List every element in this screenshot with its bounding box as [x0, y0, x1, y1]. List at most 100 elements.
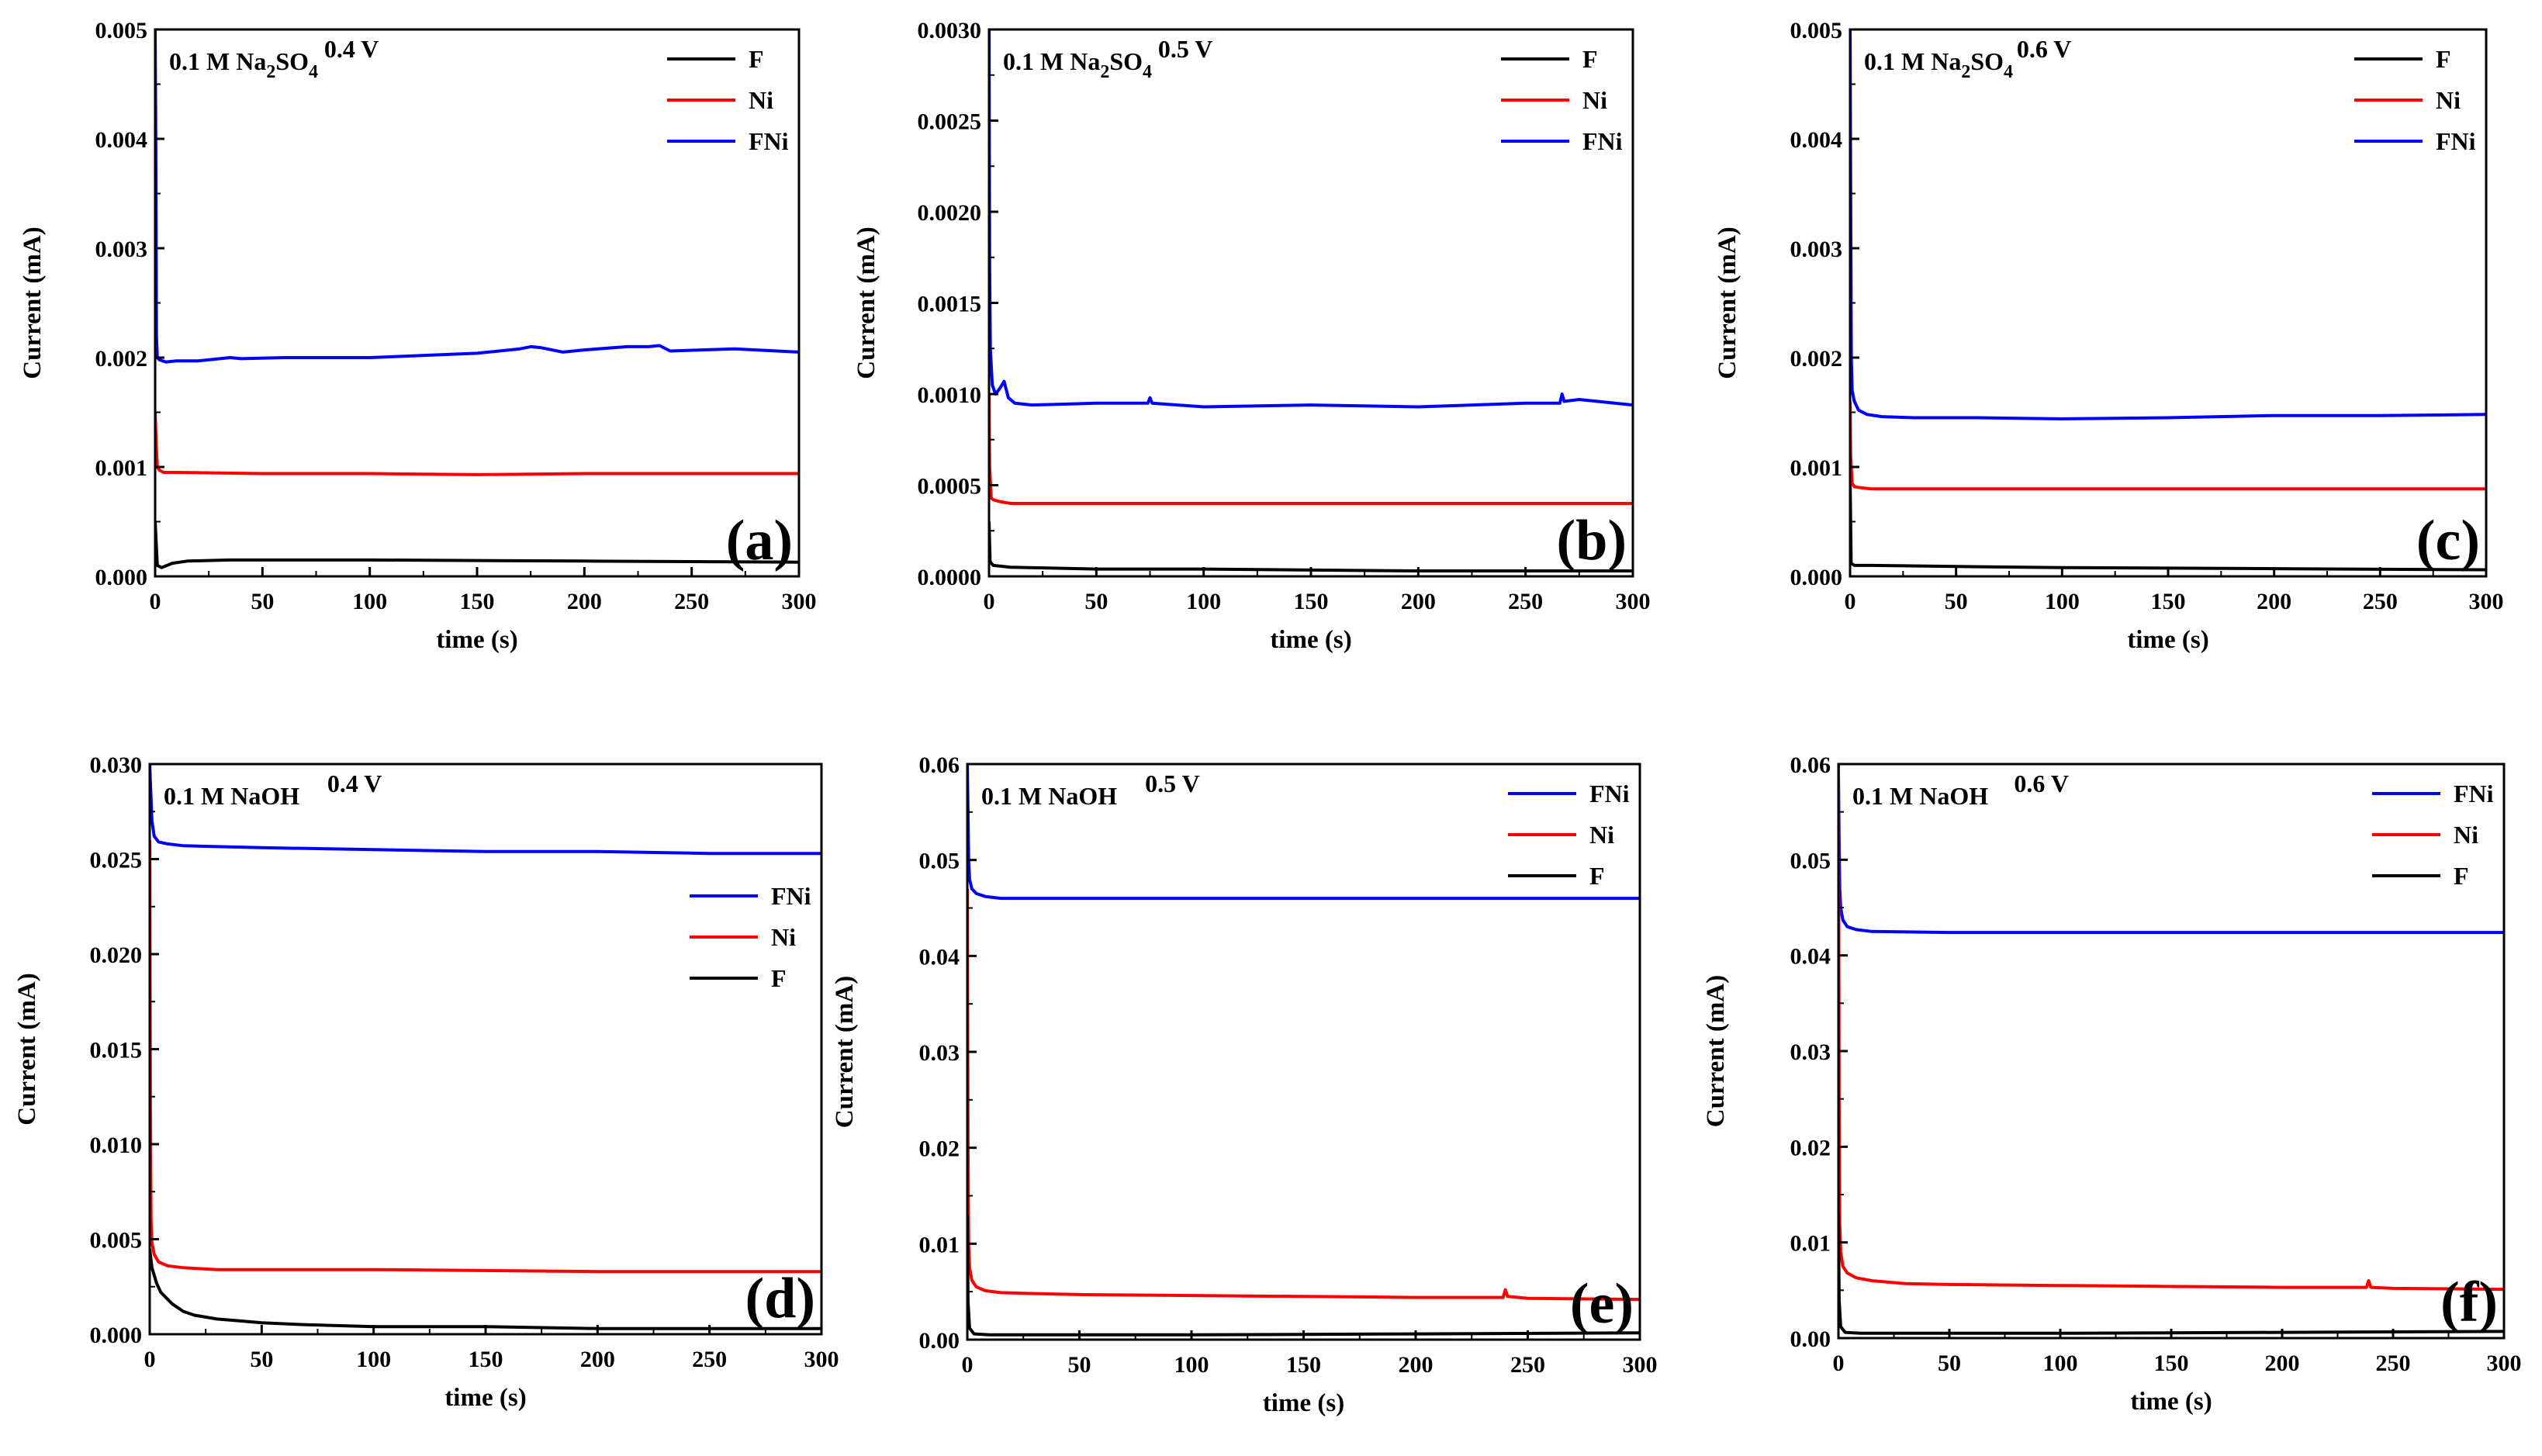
series-line-fni — [967, 764, 1640, 901]
panel-a: 0 50 100 150 200 250 300 0.000 0.001 0.002 0.003 0.… — [19, 18, 817, 654]
x-tick-label: 300 — [782, 589, 817, 614]
y-tick-label: 0.002 — [95, 346, 148, 372]
y-axis-title: Current (mA) — [19, 227, 47, 379]
panel-f: 0 50 100 150 200 250 300 0.00 0.01 0.02 0.03 0.04 0.… — [1702, 752, 2522, 1416]
x-tick-label: 50 — [1084, 589, 1108, 614]
voltage-label: 0.5 V — [1158, 35, 1213, 63]
y-axis-title: Current (mA) — [831, 976, 859, 1128]
y-tick-label: 0.03 — [1790, 1039, 1831, 1065]
y-tick-label: 0.03 — [919, 1040, 960, 1066]
voltage-label: 0.5 V — [1145, 770, 1200, 797]
legend-label-fni: FNi — [2454, 780, 2494, 808]
x-tick-label: 0 — [150, 589, 161, 614]
x-tick-label: 150 — [469, 1347, 503, 1372]
electrolyte-label: 0.1 M NaOH — [981, 782, 1117, 810]
series-line-fni — [989, 29, 1633, 409]
series-group — [967, 764, 1640, 1337]
x-tick-label: 200 — [1401, 589, 1436, 614]
panel-b: 0 50 100 150 200 250 300 0.0000 0.0005 0.0010 0.00… — [853, 18, 1651, 654]
x-tick-label: 300 — [804, 1347, 839, 1372]
x-tick-label: 300 — [2469, 589, 2504, 614]
legend-label-f: F — [2454, 862, 2469, 890]
series-line-fni — [1850, 29, 2486, 420]
legend-label-ni: Ni — [2454, 821, 2478, 849]
y-tick-label: 0.001 — [95, 455, 148, 481]
legend: FNi Ni F — [690, 882, 811, 992]
y-tick-label: 0.000 — [95, 565, 148, 590]
y-tick-label: 0.01 — [1790, 1231, 1831, 1257]
x-tick-label: 50 — [250, 1347, 273, 1372]
legend-label-fni: FNi — [1589, 780, 1630, 808]
legend-label-ni: Ni — [749, 86, 773, 114]
x-tick-label: 300 — [1623, 1352, 1658, 1378]
x-tick-label: 150 — [2154, 1351, 2189, 1376]
series-group — [989, 29, 1633, 572]
electrolyte-label: 0.1 M Na2SO4 — [169, 47, 318, 82]
series-line-f — [967, 1215, 1640, 1337]
plot-frame — [148, 763, 823, 1336]
x-tick-label: 100 — [2043, 1351, 2078, 1376]
panel-label: (a) — [726, 509, 793, 572]
legend-label-f: F — [771, 964, 787, 992]
y-tick-label: 0.06 — [1790, 752, 1831, 778]
y-tick-label: 0.002 — [1790, 346, 1843, 372]
y-tick-label: 0.001 — [1790, 455, 1843, 481]
y-tick-label: 0.02 — [1790, 1135, 1831, 1160]
panel-label: (b) — [1557, 509, 1627, 572]
series-line-f — [155, 521, 799, 569]
x-tick-label: 250 — [2363, 589, 2398, 614]
x-tick-label: 150 — [1286, 1352, 1321, 1378]
y-tick-label: 0.005 — [1790, 18, 1843, 43]
y-tick-label: 0.025 — [90, 848, 143, 873]
legend-label-fni: FNi — [771, 882, 811, 910]
x-axis-title: time (s) — [444, 1384, 526, 1412]
plot-frame — [1837, 763, 2506, 1340]
x-tick-label: 50 — [251, 589, 274, 614]
y-tick-label: 0.05 — [919, 849, 960, 874]
legend-label-f: F — [2436, 45, 2451, 73]
y-axis-title: Current (mA) — [13, 973, 41, 1125]
voltage-label: 0.4 V — [327, 770, 382, 797]
x-tick-label: 250 — [1508, 589, 1543, 614]
y-tick-label: 0.02 — [919, 1136, 960, 1162]
y-axis-title: Current (mA) — [1702, 975, 1730, 1127]
x-tick-label: 250 — [1510, 1352, 1545, 1378]
panel-c: 0 50 100 150 200 250 300 0.000 0.001 0.002 0.003 0.… — [1714, 18, 2504, 654]
series-line-ni — [1838, 764, 2504, 1292]
panel-label: (e) — [1570, 1272, 1634, 1336]
series-line-fni — [155, 29, 799, 364]
y-tick-label: 0.0030 — [918, 18, 982, 43]
series-line-f — [1838, 1213, 2504, 1335]
legend: FNi Ni F — [2372, 780, 2494, 890]
x-tick-label: 300 — [2487, 1351, 2522, 1376]
x-tick-label: 200 — [567, 589, 602, 614]
x-tick-label: 250 — [692, 1347, 727, 1372]
y-tick-label: 0.00 — [1790, 1326, 1831, 1352]
legend-label-f: F — [749, 45, 764, 73]
panel-d: 0 50 100 150 200 250 300 0.000 0.005 0.010 0.015 0.… — [13, 752, 839, 1412]
x-axis-title: time (s) — [1270, 626, 1351, 654]
series-line-f — [150, 1248, 821, 1330]
x-tick-label: 100 — [356, 1347, 391, 1372]
legend-label-ni: Ni — [771, 923, 796, 951]
y-tick-label: 0.04 — [919, 944, 960, 970]
legend-label-fni: FNi — [2436, 127, 2476, 155]
x-tick-label: 50 — [1068, 1352, 1091, 1378]
electrolyte-label: 0.1 M NaOH — [164, 782, 299, 810]
plot-frame — [154, 28, 801, 578]
panel-label: (d) — [745, 1267, 815, 1330]
voltage-label: 0.6 V — [2014, 770, 2069, 797]
x-tick-label: 100 — [1186, 589, 1221, 614]
y-tick-label: 0.05 — [1790, 848, 1831, 873]
series-line-f — [1850, 478, 2486, 572]
y-tick-label: 0.005 — [95, 18, 148, 43]
x-tick-label: 0 — [984, 589, 995, 614]
y-tick-label: 0.0015 — [918, 292, 982, 317]
series-group — [150, 764, 821, 1330]
x-tick-label: 150 — [2151, 589, 2186, 614]
series-line-fni — [150, 764, 821, 856]
x-tick-label: 250 — [2376, 1351, 2411, 1376]
series-line-ni — [155, 412, 799, 476]
x-tick-label: 200 — [1399, 1352, 1434, 1378]
